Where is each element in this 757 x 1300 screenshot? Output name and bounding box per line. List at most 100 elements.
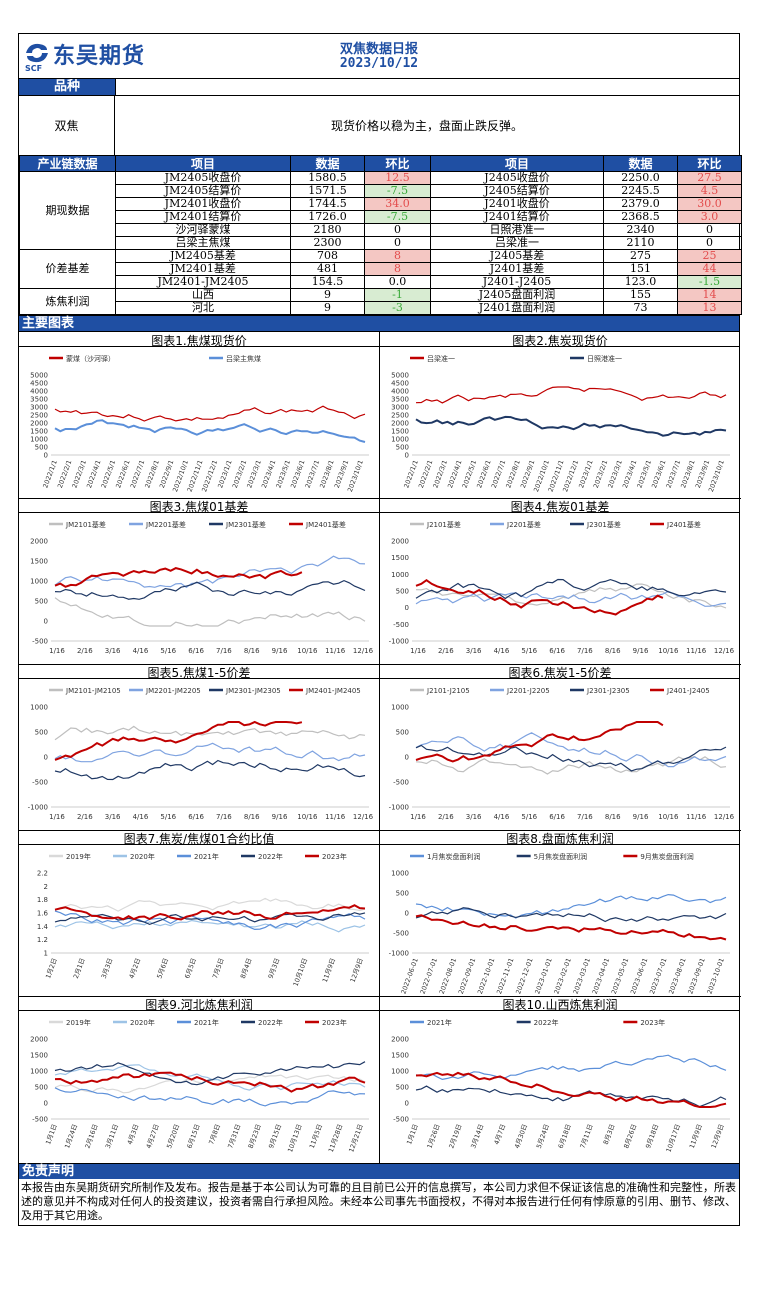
chart-plot: 1月焦炭盘面利润 5月焦炭盘面利润 9月焦炭盘面利润 1000 500 0 -500 -100… (389, 852, 730, 995)
chart-series-line (54, 555, 366, 589)
chart-title: 图表1.焦煤现货价 (19, 332, 379, 348)
x-tick-label: 7/16 (216, 647, 232, 655)
legend-label: J2401-J2405 (666, 687, 710, 695)
item-name: J2401收盘价 (430, 197, 604, 211)
y-tick-label: 500 (396, 729, 409, 737)
x-tick-label: 8/16 (605, 813, 621, 821)
legend-label: J2301-J2305 (586, 687, 630, 695)
table-row: JM2401收盘价 1744.5 34.0 J2401收盘价 2379.0 30.0 (20, 197, 742, 211)
y-tick-label: 1500 (30, 1052, 48, 1060)
x-tick-label: 3月14日 (469, 1123, 485, 1150)
chart-series-line (54, 567, 303, 588)
chart-title: 图表6.焦炭1-5价差 (380, 664, 740, 680)
item-name: J2401结算价 (430, 210, 604, 224)
legend-label: J2401基差 (666, 520, 701, 529)
x-tick-label: 5/16 (160, 647, 176, 655)
item-value: 2180 (290, 223, 365, 237)
legend-label: 2020年 (130, 1018, 155, 1027)
legend-label: JM2301-JM2305 (225, 687, 281, 695)
item-value: 481 (290, 262, 365, 276)
chart-series-line (415, 1071, 727, 1108)
disclaimer-text: 本报告由东吴期货研究所制作及发布。报告是基于本公司认为可靠的且目前已公开的信息撰… (21, 1181, 736, 1222)
chart-series-line (415, 914, 727, 941)
y-tick-label: 0 (405, 1100, 409, 1108)
col-header-item: 项目 (430, 155, 604, 172)
x-tick-label: 12/16 (353, 813, 374, 821)
legend-label: 2023年 (640, 1018, 665, 1027)
x-tick-label: 8月3日 (602, 1123, 617, 1146)
item-name: 日照港准一 (430, 223, 604, 237)
x-tick-label: 8月4日 (239, 957, 254, 980)
item-change: 0 (364, 236, 431, 250)
legend-label: JM2401基差 (305, 520, 346, 529)
x-tick-label: 5月6日 (155, 957, 170, 980)
x-tick-label: 11月5日 (308, 1123, 324, 1150)
x-tick-label: 1月2日 (44, 957, 59, 980)
x-tick-label: 9/16 (272, 813, 288, 821)
company-name: 东吴期货 (53, 44, 146, 69)
item-change: 4.5 (677, 184, 742, 198)
legend-label: 2021年 (427, 1018, 452, 1027)
chart-panel: 图表10.山西炼焦利润 2021年 2022年 2023年 2000 1500 1000 50… (380, 996, 740, 1162)
x-tick-label: 3/16 (105, 647, 121, 655)
item-name: JM2405收盘价 (115, 171, 291, 185)
table-row: 期现数据 JM2405收盘价 1580.5 12.5 J2405收盘价 2250.0 27.… (19, 171, 742, 250)
x-tick-label: 1/16 (49, 813, 65, 821)
x-tick-label: 4月3日 (126, 1123, 141, 1146)
item-name: J2401基差 (430, 262, 604, 276)
chart-series-line (415, 386, 727, 404)
item-value: 2250.0 (603, 171, 678, 185)
x-tick-label: 9/16 (633, 647, 649, 655)
legend-label: 5月焦炭盘面利润 (534, 852, 587, 861)
legend-label: 蒙煤（沙河驿） (66, 354, 115, 363)
legend-label: J2201基差 (506, 520, 541, 529)
y-tick-label: 1.2 (37, 936, 48, 944)
y-tick-label: 1000 (391, 1068, 409, 1076)
y-tick-label: 1.8 (37, 896, 48, 904)
chart-plot: 2019年 2020年 2021年 2022年 2023年 2000 1500 1000 500… (30, 1018, 369, 1154)
x-tick-label: 7月5日 (211, 957, 226, 980)
x-tick-label: 12月21日 (347, 1123, 365, 1154)
x-tick-label: 10/16 (658, 647, 679, 655)
item-change: 30.0 (677, 197, 742, 211)
item-change: -3 (364, 301, 431, 315)
item-change: 8 (364, 249, 431, 263)
grid-divider (19, 996, 741, 997)
x-tick-label: 2023-08-01 (667, 957, 687, 995)
item-value: 2340 (603, 223, 678, 237)
chart-plot: 蒙煤（沙河驿） 吕梁主焦煤5000450040003500300025002000… (30, 354, 369, 493)
chart-series-line (54, 759, 366, 781)
x-tick-label: 2023-07-01 (648, 957, 668, 995)
x-tick-label: 3月3日 (100, 957, 115, 980)
chart-series-line (54, 742, 366, 763)
y-tick-label: 1 (44, 950, 48, 958)
y-tick-label: 1000 (30, 1068, 48, 1076)
x-tick-label: 12/16 (353, 647, 374, 655)
y-tick-label: 0 (44, 754, 48, 762)
chart-panel: 图表7.焦炭/焦煤01合约比值 2019年 2020年 2021年 2022年 2023年… (19, 830, 379, 996)
item-change: 27.5 (677, 171, 742, 185)
y-tick-label: 500 (35, 1084, 48, 1092)
y-tick-label: 2000 (391, 420, 409, 428)
group-label: 期现数据 (19, 171, 116, 250)
chart-series-line (415, 415, 727, 437)
item-name: J2405盘面利润 (430, 288, 604, 302)
item-value: 1580.5 (290, 171, 365, 185)
item-change: 8 (364, 262, 431, 276)
x-tick-label: 11/16 (686, 647, 707, 655)
chart-series-line (54, 1087, 366, 1107)
table-row: JM2405结算价 1571.5 -7.5 J2405结算价 2245.5 4.5 (20, 184, 742, 198)
chart-panel: 图表3.焦煤01基差 JM2101基差 JM2201基差 JM2301基差 JM2401… (19, 498, 379, 664)
table-row: JM2401基差 481 8 J2401基差 151 44 (20, 262, 742, 276)
table-row: 价差基差 JM2405基差 708 8 J2405基差 275 25 (19, 249, 742, 289)
item-value: 154.5 (290, 275, 365, 289)
legend-label: J2201-J2205 (506, 687, 550, 695)
y-tick-label: 1000 (30, 578, 48, 586)
x-tick-label: 4月30日 (513, 1123, 529, 1150)
col-header-change: 环比 (364, 155, 431, 172)
legend-label: 2022年 (258, 1018, 283, 1027)
chart-plot: 吕梁准一 日照港准一5000450040003500300025002000150… (391, 354, 730, 493)
x-tick-label: 6月18日 (557, 1123, 573, 1150)
chart-series-line (415, 578, 727, 600)
item-value: 1571.5 (290, 184, 365, 198)
